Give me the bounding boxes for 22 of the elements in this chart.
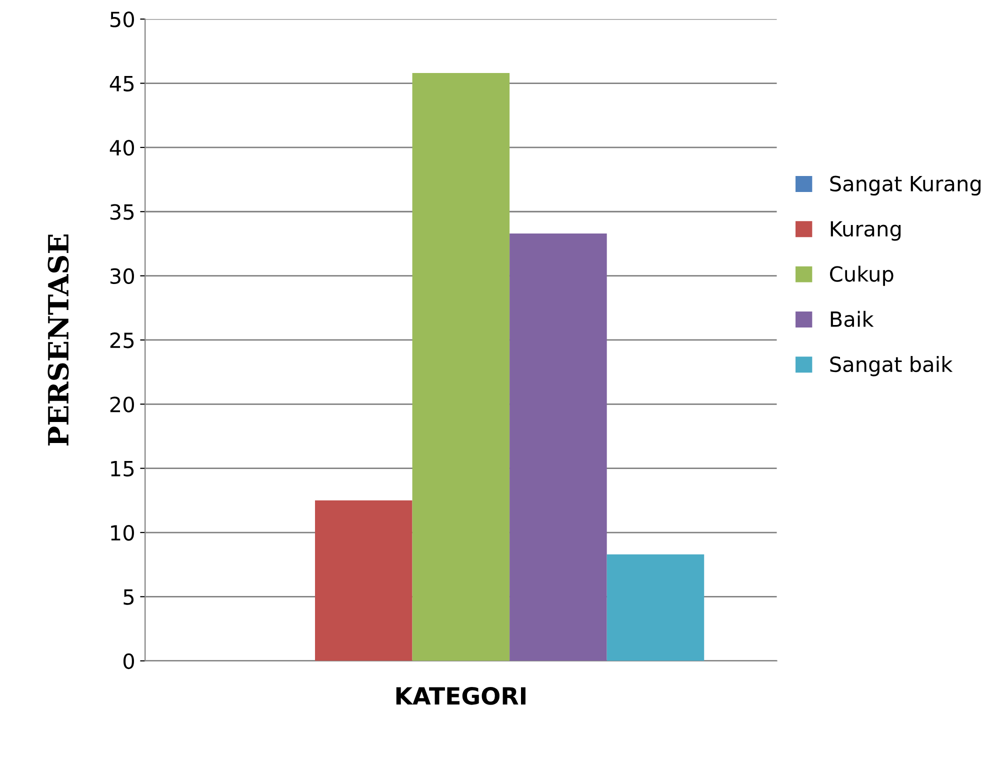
y-tick-label: 10 — [111, 524, 134, 541]
legend-label: Sangat Kurang — [830, 176, 981, 196]
bar — [315, 500, 412, 661]
bar — [510, 233, 607, 661]
y-tick-label: 20 — [110, 396, 134, 412]
y-tick-label: 35 — [110, 204, 134, 220]
y-tick-label: 40 — [110, 140, 134, 156]
x-axis-title: KATEGORI — [396, 686, 526, 705]
y-axis-title: PERSENTASE — [48, 234, 69, 446]
legend-label: Cukup — [830, 266, 894, 286]
y-tick-label: 5 — [124, 589, 134, 605]
y-tick-label: 0 — [123, 653, 134, 670]
legend-label: Kurang — [830, 221, 901, 241]
legend-label: Baik — [830, 310, 874, 328]
y-tick-label: 30 — [110, 268, 134, 284]
y-tick-label: 50 — [110, 12, 134, 28]
bar — [606, 554, 704, 661]
legend-label: Sangat baik — [830, 356, 953, 376]
y-tick-label: 25 — [110, 332, 134, 348]
y-tick-label: 45 — [110, 76, 134, 92]
bar — [412, 73, 510, 661]
y-tick-label: 15 — [111, 461, 134, 477]
